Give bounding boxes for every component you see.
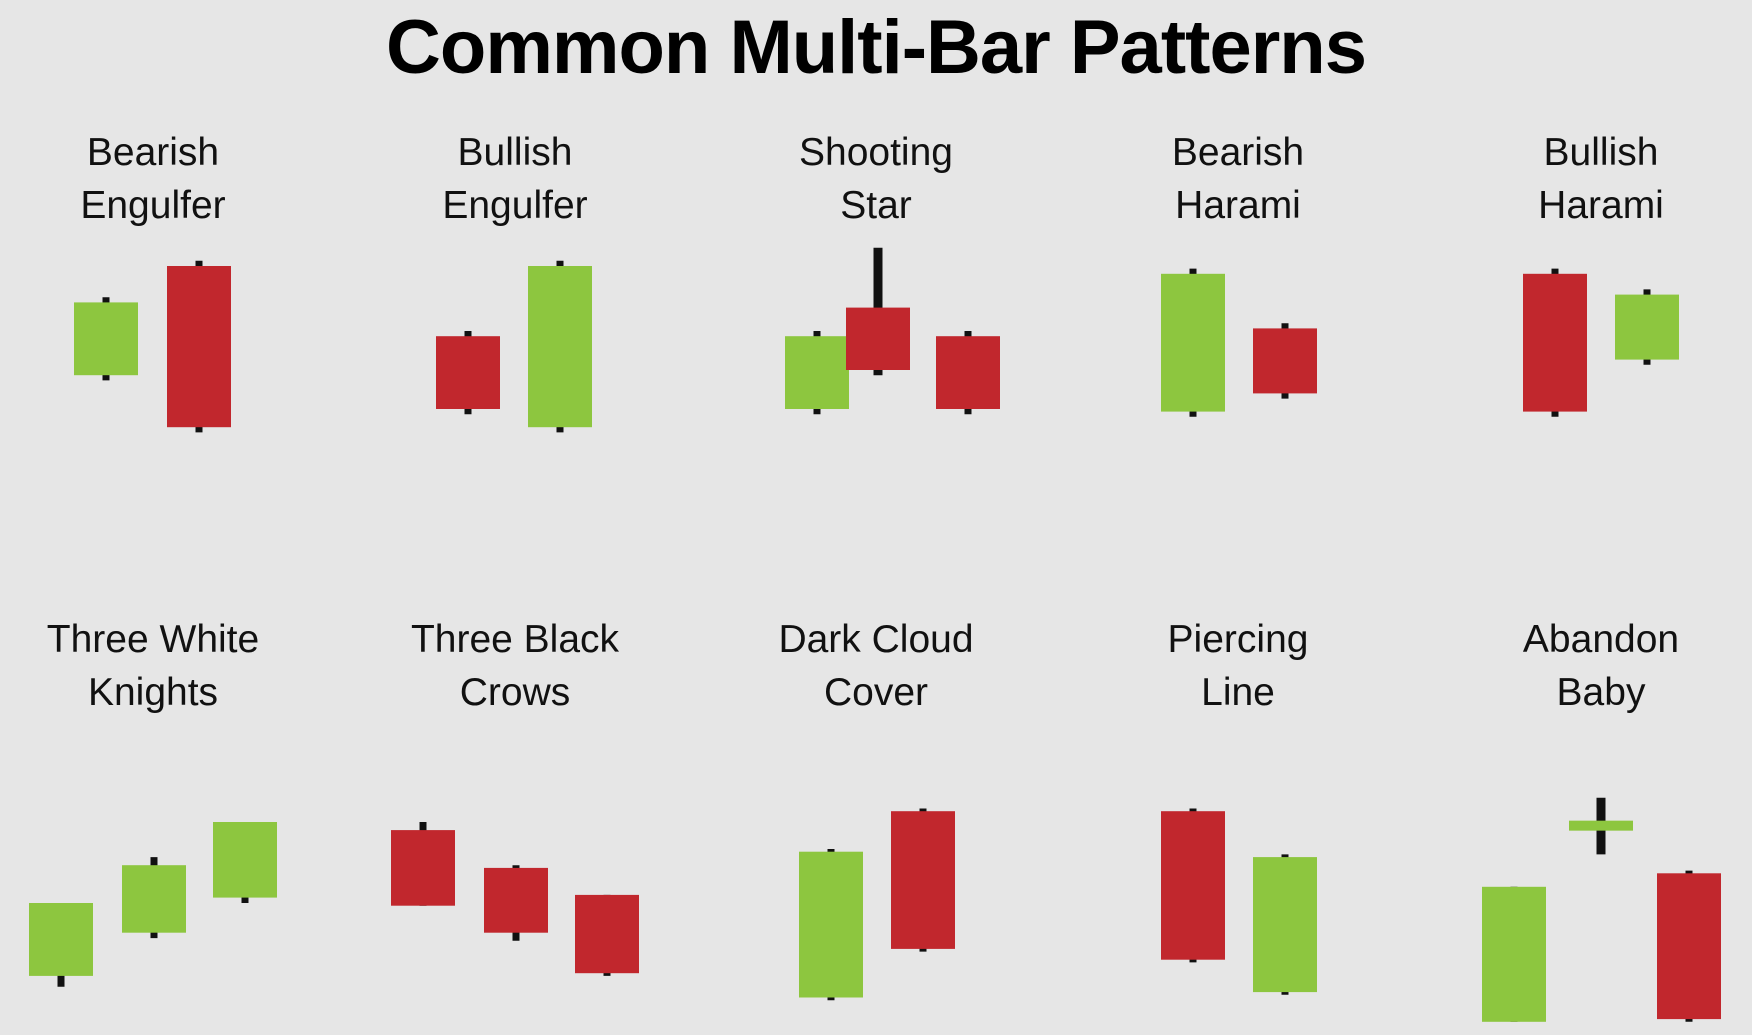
pattern-title-three-black-crows: Three Black Crows xyxy=(410,618,620,714)
pattern-title-bullish-harami: Bullish Harami xyxy=(1538,131,1664,227)
pattern-piercing-line xyxy=(1161,808,1317,995)
candle-body xyxy=(846,307,910,370)
candle-body xyxy=(1161,811,1225,960)
candle-body xyxy=(391,830,455,906)
candle-body xyxy=(528,266,592,428)
candle-body xyxy=(1657,873,1721,1020)
candle-bear xyxy=(936,331,1000,415)
candle-body xyxy=(785,336,849,409)
candle-bear xyxy=(846,247,910,376)
candle-body xyxy=(575,894,639,974)
candle-bull xyxy=(528,260,592,433)
pattern-bullish-harami xyxy=(1523,268,1679,417)
candle-body xyxy=(891,811,955,949)
candle-body xyxy=(1253,328,1317,394)
candle-bull xyxy=(1482,886,1546,1022)
candle-bull xyxy=(213,822,277,903)
candle-bear xyxy=(1253,323,1317,399)
pattern-three-white-knights xyxy=(29,822,277,987)
pattern-bullish-engulfer xyxy=(436,260,592,433)
pattern-title-piercing-line: Piercing Line xyxy=(1167,618,1309,714)
candle-bear xyxy=(167,260,231,433)
candle-body xyxy=(122,865,186,933)
candle-body xyxy=(1569,820,1633,831)
pattern-title-bullish-engulfer: Bullish Engulfer xyxy=(442,131,588,227)
pattern-title-three-white-knights: Three White Knights xyxy=(46,618,260,714)
candle-bear xyxy=(1523,268,1587,417)
pattern-three-black-crows xyxy=(391,822,639,976)
candle-bear xyxy=(1161,808,1225,963)
pattern-bearish-engulfer xyxy=(74,260,231,433)
candle-bull xyxy=(799,849,863,1001)
candle-bull xyxy=(785,331,849,415)
candle-bull xyxy=(1569,797,1633,855)
pattern-shooting-star xyxy=(785,247,1000,415)
candle-body xyxy=(1161,273,1225,412)
candle-bull xyxy=(29,903,93,987)
pattern-title-abandon-baby: Abandon Baby xyxy=(1522,618,1680,714)
pattern-title-shooting-star: Shooting Star xyxy=(799,131,953,227)
pattern-title-bearish-harami: Bearish Harami xyxy=(1171,131,1305,227)
candle-body xyxy=(799,851,863,998)
candle-bull xyxy=(1161,268,1225,417)
candle-body xyxy=(167,266,231,428)
candle-body xyxy=(436,336,500,409)
candle-body xyxy=(1523,273,1587,412)
pattern-title-bearish-engulfer: Bearish Engulfer xyxy=(80,131,226,227)
pattern-abandon-baby xyxy=(1482,797,1721,1022)
candle-bear xyxy=(891,808,955,952)
candle-bull xyxy=(122,857,186,939)
candle-body xyxy=(1615,294,1679,360)
candle-bear xyxy=(575,894,639,976)
candle-bear xyxy=(436,331,500,415)
candle-body xyxy=(1253,857,1317,993)
candle-body xyxy=(484,867,548,933)
candle-body xyxy=(74,302,138,376)
pattern-dark-cloud-cover xyxy=(799,808,955,1001)
candle-body xyxy=(213,822,277,898)
pattern-title-dark-cloud-cover: Dark Cloud Cover xyxy=(778,618,974,714)
candle-bull xyxy=(1253,854,1317,995)
pattern-bearish-harami xyxy=(1161,268,1317,417)
candle-bear xyxy=(1657,870,1721,1022)
candle-body xyxy=(936,336,1000,409)
candle-bull xyxy=(1615,289,1679,365)
candle-body xyxy=(29,903,93,976)
candle-bear xyxy=(391,822,455,906)
candle-body xyxy=(1482,886,1546,1022)
candle-bull xyxy=(74,297,138,381)
candle-bear xyxy=(484,865,548,941)
page-title: Common Multi-Bar Patterns xyxy=(386,5,1367,90)
